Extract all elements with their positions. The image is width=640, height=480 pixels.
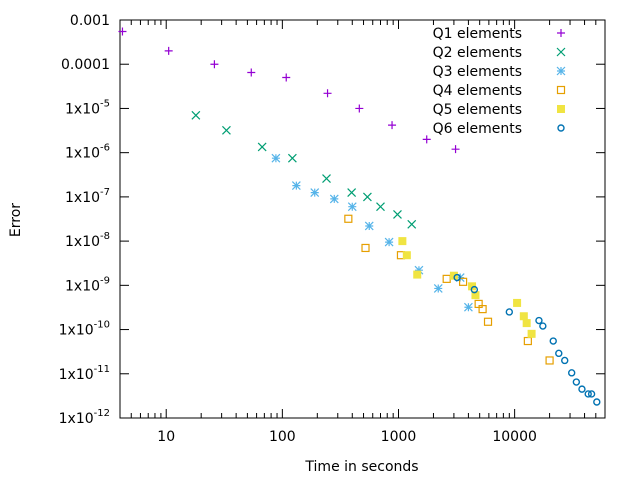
data-point [399, 238, 406, 245]
series-2 [192, 111, 416, 228]
data-point [324, 89, 332, 97]
data-point [594, 399, 600, 405]
data-point [520, 313, 527, 320]
data-point [288, 154, 296, 162]
series-5 [399, 238, 535, 338]
data-point [377, 203, 385, 211]
data-point [393, 210, 401, 218]
data-point [330, 195, 338, 203]
legend-marker [558, 125, 564, 131]
legend: Q1 elements Q2 elements Q3 elements Q4 elem… [433, 26, 565, 137]
data-point [348, 203, 356, 211]
legend-label: Q4 elements [433, 83, 522, 99]
data-point [556, 350, 562, 356]
data-point [506, 309, 512, 315]
data-point [192, 111, 200, 119]
y-tick-label: 1x10-5 [65, 98, 110, 117]
data-point [311, 189, 319, 197]
data-point [414, 271, 421, 278]
y-tick-label: 1x10-7 [65, 187, 110, 206]
y-tick-label: 0.001 [70, 13, 110, 29]
legend-label: Q6 elements [433, 121, 522, 137]
data-point [573, 379, 579, 385]
data-points [118, 27, 599, 405]
x-tick-label: 10 [157, 429, 175, 445]
data-point [408, 220, 416, 228]
data-point [385, 238, 393, 246]
data-point [452, 145, 460, 153]
data-point [546, 357, 553, 364]
data-point [388, 121, 396, 129]
y-tick-label: 1x10-9 [65, 275, 110, 294]
legend-label: Q5 elements [433, 102, 522, 118]
data-point [365, 222, 373, 230]
legend-marker [558, 106, 565, 113]
y-tick-label: 1x10-6 [65, 143, 110, 162]
data-point [523, 320, 530, 327]
data-point [443, 275, 450, 282]
data-point [222, 126, 230, 134]
data-point [569, 370, 575, 376]
data-point [485, 318, 492, 325]
data-point [282, 74, 290, 82]
y-axis-title: Error [8, 203, 24, 237]
y-tick-label: 1x10-11 [59, 364, 110, 383]
data-point [524, 338, 531, 345]
axis-ticks: 10 100 1000 10000 0.001 0.0001 1x10-5 1x10-6 1x1… [59, 13, 605, 445]
legend-label: Q3 elements [433, 64, 522, 80]
legend-marker [558, 87, 565, 94]
data-point [550, 338, 556, 344]
data-point [423, 135, 431, 143]
legend-label: Q2 elements [433, 45, 522, 61]
data-point [363, 193, 371, 201]
data-point [562, 357, 568, 363]
data-point [258, 143, 266, 151]
y-tick-label: 0.0001 [61, 57, 110, 73]
data-point [464, 303, 472, 311]
legend-marker [557, 48, 565, 56]
data-point [579, 386, 585, 392]
data-point [210, 60, 218, 68]
data-point [403, 252, 410, 259]
data-point [165, 47, 173, 55]
plot-axes [120, 20, 605, 418]
x-tick-label: 10000 [492, 429, 537, 445]
data-point [348, 189, 356, 197]
y-tick-label: 1x10-12 [59, 408, 110, 427]
data-point [536, 318, 542, 324]
legend-label: Q1 elements [433, 26, 522, 42]
x-tick-label: 100 [269, 429, 296, 445]
data-point [434, 284, 442, 292]
legend-marker [557, 67, 565, 75]
y-tick-label: 1x10-8 [65, 231, 110, 250]
data-point [272, 154, 280, 162]
series-3 [272, 154, 473, 311]
series-1 [118, 27, 459, 153]
x-axis-title: Time in seconds [304, 459, 418, 475]
plot-border [120, 20, 605, 418]
data-point [292, 182, 300, 190]
data-point [247, 68, 255, 76]
data-point [355, 104, 363, 112]
data-point [540, 323, 546, 329]
data-point [528, 330, 535, 337]
data-point [323, 175, 331, 183]
data-point [345, 215, 352, 222]
x-tick-label: 1000 [381, 429, 417, 445]
data-point [514, 299, 521, 306]
series-4 [345, 215, 553, 364]
data-point [362, 244, 369, 251]
y-tick-label: 1x10-10 [59, 320, 110, 339]
legend-marker [557, 29, 565, 37]
